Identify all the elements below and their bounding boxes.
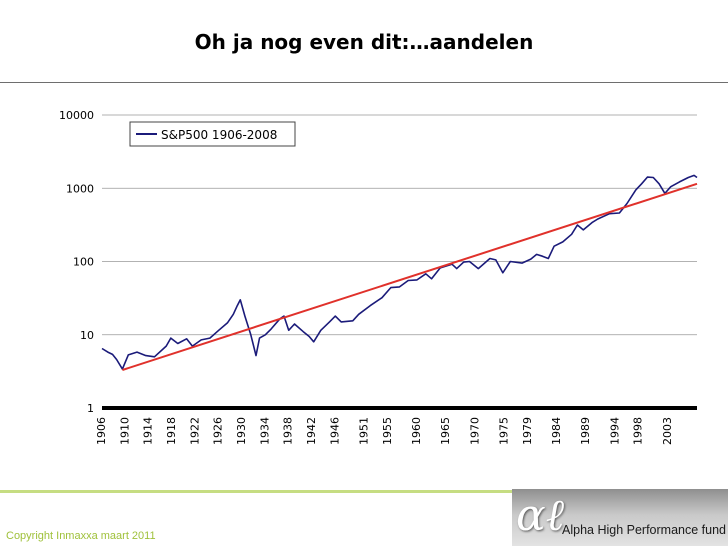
x-tick-label: 1910 [118,417,131,445]
slide-title: Oh ja nog even dit:…aandelen [194,30,534,54]
logo-text: Alpha High Performance fund [562,523,726,537]
x-tick-label: 1918 [165,417,178,445]
x-tick-label: 1926 [212,417,225,445]
y-tick-label: 10000 [59,109,94,122]
x-tick-label: 1975 [498,417,511,445]
x-tick-label: 1979 [521,417,534,445]
x-tick-label: 2003 [661,417,674,445]
x-tick-label: 1934 [258,417,271,445]
x-tick-label: 1965 [439,417,452,445]
x-tick-label: 1989 [579,417,592,445]
alpha-logo-icon: αℓ [516,490,565,541]
x-tick-label: 1984 [550,417,563,445]
x-tick-label: 1951 [358,417,371,445]
legend-box [129,121,296,147]
sp500-chart: 1 10 100 1000 10000 1906 1910 1914 1918 1922 1926… [59,109,698,445]
x-tick-label: 1922 [188,417,201,445]
x-tick-labels: 1906 1910 1914 1918 1922 1926 1930 1934 1938 1942… [95,417,674,445]
chart-container: 1 10 100 1000 10000 1906 1910 1914 1918 1922 1926… [0,95,728,465]
x-tick-label: 1946 [328,417,341,445]
grid-lines [102,114,697,410]
legend-label: S&P500 1906-2008 [161,128,277,142]
chart-legend: S&P500 1906-2008 [129,121,296,147]
y-tick-label: 100 [73,256,94,269]
copyright-text: Copyright Inmaxxa maart 2011 [6,530,156,542]
series-lines [101,174,698,371]
x-tick-label: 1930 [235,417,248,445]
y-tick-label: 10 [80,329,94,342]
trend-line [122,182,698,371]
y-tick-label: 1000 [66,182,94,195]
x-tick-label: 1960 [410,417,423,445]
y-tick-label: 1 [87,402,94,415]
x-tick-label: 1906 [95,417,108,445]
x-tick-label: 1942 [305,417,318,445]
x-tick-label: 1998 [632,417,645,445]
fund-logo: αℓ Alpha High Performance fund [512,489,728,546]
x-tick-label: 1914 [142,417,155,445]
footer-divider [0,490,728,493]
x-tick-label: 1970 [468,417,481,445]
x-tick-label: 1955 [381,417,394,445]
sp500-series-line [101,174,698,370]
x-tick-label: 1938 [282,417,295,445]
title-divider [0,82,728,83]
x-tick-label: 1994 [608,417,621,445]
y-tick-labels: 1 10 100 1000 10000 [59,109,94,415]
